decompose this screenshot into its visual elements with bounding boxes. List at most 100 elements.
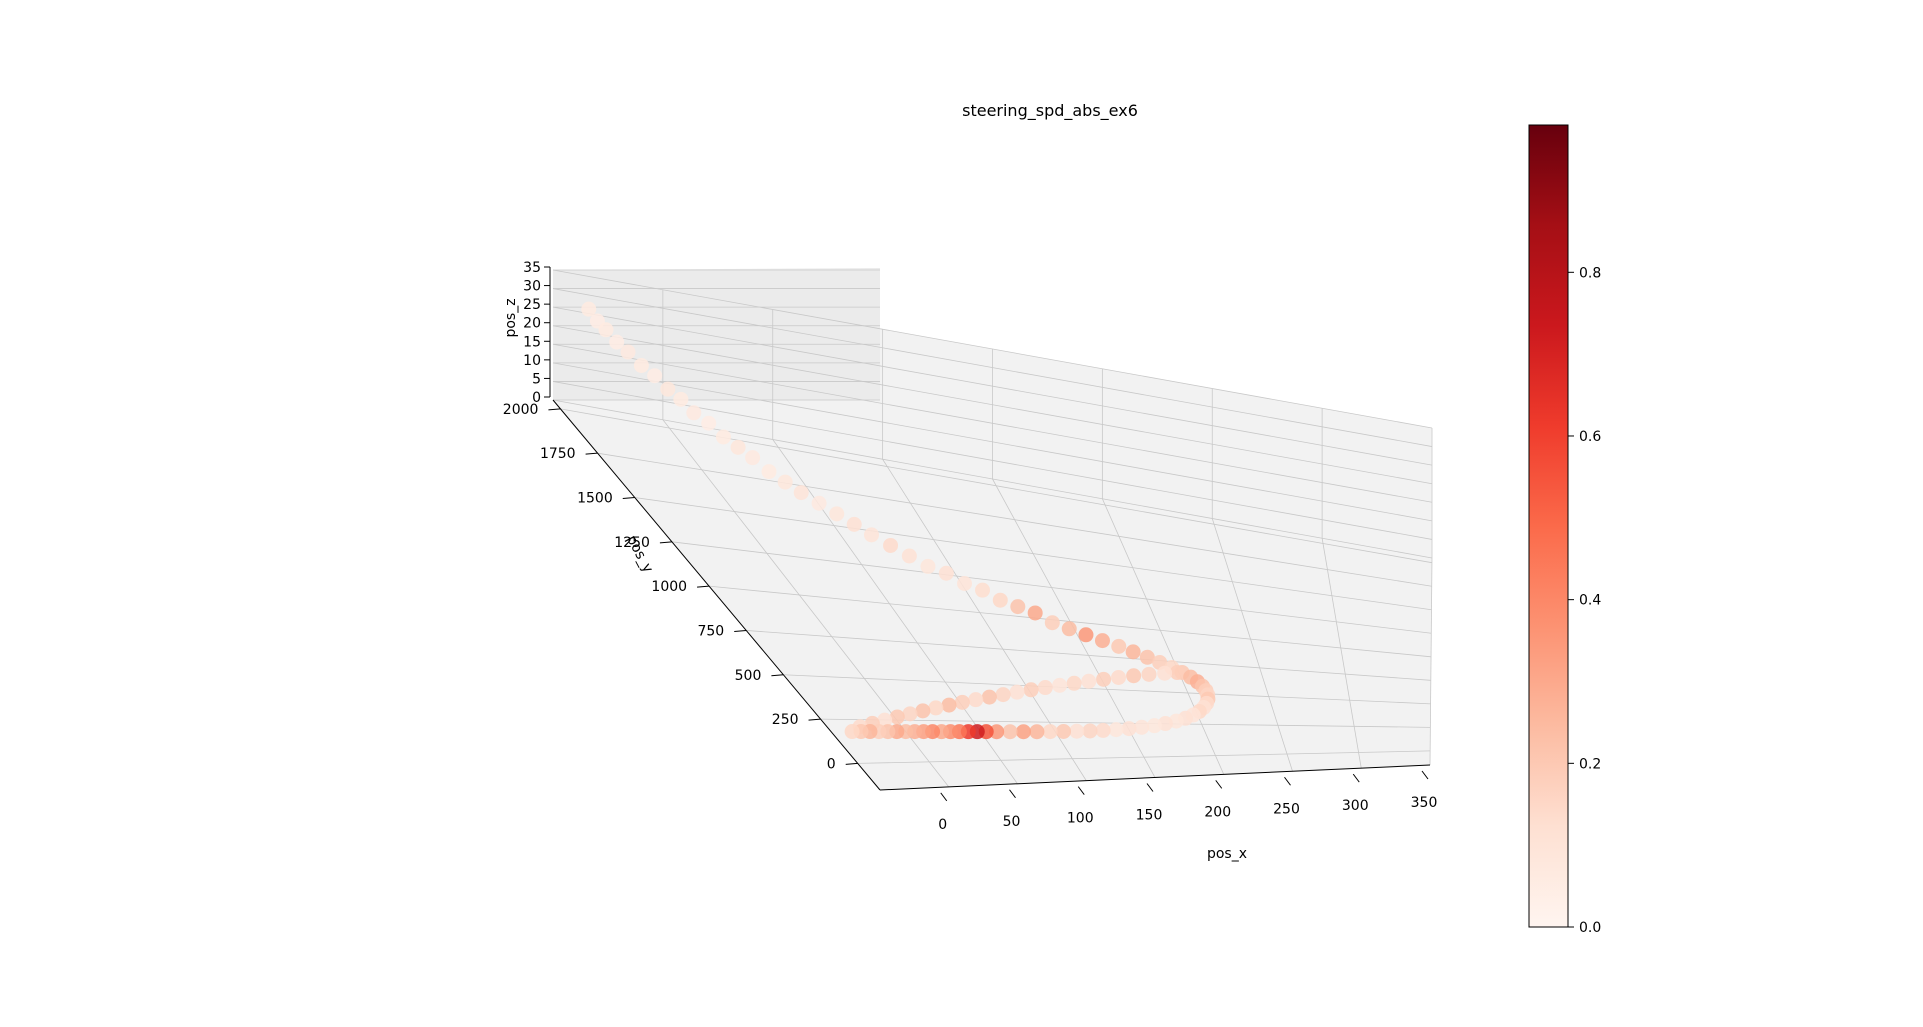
grid-line-z xyxy=(552,269,1433,429)
scatter-point xyxy=(1029,724,1045,740)
scatter-point xyxy=(793,485,809,501)
grid-line-x xyxy=(1321,538,1362,769)
y-axis-line xyxy=(552,399,881,791)
scatter-point xyxy=(1044,615,1060,631)
y-tick-label: 0 xyxy=(827,756,836,772)
scatter-point xyxy=(1082,723,1098,739)
x-tick-label: 0 xyxy=(938,817,947,833)
y-tick-mark xyxy=(845,762,858,765)
scatter-point xyxy=(1056,723,1072,739)
y-tick-mark xyxy=(697,585,710,588)
z-tick-label: 15 xyxy=(523,334,541,350)
scatter-point xyxy=(883,537,899,553)
x-tick-label: 50 xyxy=(1003,814,1021,830)
scatter-point xyxy=(581,301,597,317)
scatter-point xyxy=(715,429,731,445)
scatter-points xyxy=(581,301,1216,740)
colorbar: 0.0 0.2 0.4 0.6 0.8 xyxy=(1528,124,1601,936)
x-tick-label: 100 xyxy=(1067,811,1094,827)
z-tick-label: 20 xyxy=(523,316,541,332)
scatter-point xyxy=(1081,673,1097,689)
scatter-point xyxy=(1009,684,1025,700)
scatter-point xyxy=(1027,605,1043,621)
x-tick-mark xyxy=(1421,770,1429,780)
x-tick-mark xyxy=(1352,773,1360,783)
scatter-point xyxy=(877,712,893,728)
y-tick-mark xyxy=(622,497,635,499)
scatter-point xyxy=(981,689,997,705)
z-tick-label: 5 xyxy=(532,371,541,387)
scatter-point xyxy=(992,592,1008,608)
scatter-point xyxy=(846,516,862,532)
scatter-point xyxy=(1069,723,1085,739)
grid-line-z xyxy=(552,325,1433,485)
scatter-point xyxy=(1002,724,1018,740)
scatter-point xyxy=(1146,718,1162,734)
z-axis-title: pos_z xyxy=(503,298,519,337)
scatter-point xyxy=(1111,638,1127,654)
x-tick-mark xyxy=(940,792,948,802)
scatter-point xyxy=(1078,627,1094,643)
scatter-point xyxy=(920,558,936,574)
z-tick-label: 30 xyxy=(523,279,541,295)
scatter-point xyxy=(1126,668,1142,684)
grid-line-x xyxy=(1102,498,1225,775)
x-axis-line xyxy=(879,764,1431,791)
scatter-point xyxy=(902,706,918,722)
scatter-point xyxy=(844,724,860,740)
colorbar-tick-label: 0.4 xyxy=(1579,593,1601,609)
scatter-point xyxy=(1042,724,1058,740)
scatter-point xyxy=(660,381,676,397)
axes-panes xyxy=(553,268,1432,790)
grid-line-z xyxy=(552,362,1433,522)
grid-line-z xyxy=(552,288,1433,447)
colorbar-tick-label: 0.2 xyxy=(1579,756,1601,772)
y-tick-mark xyxy=(734,629,747,632)
grid-line-z xyxy=(552,306,1433,466)
x-axis-ticks: 0 50 100 150 200 250 300 350 xyxy=(938,770,1437,833)
scatter-point xyxy=(1095,722,1111,738)
y-tick-label: 1750 xyxy=(540,446,576,462)
scatter-point xyxy=(1023,682,1039,698)
scatter-point xyxy=(1094,633,1110,649)
grid-line-y xyxy=(560,408,1433,564)
y-axis-title: pos_y xyxy=(623,533,656,576)
scatter-point xyxy=(1096,671,1112,687)
x-axis-title: pos_x xyxy=(1207,846,1247,862)
scatter-point xyxy=(989,724,1005,740)
scatter-point xyxy=(811,495,827,511)
y-tick-label: 1250 xyxy=(614,535,650,551)
x-tick-mark xyxy=(1284,776,1291,786)
scatter-point xyxy=(1141,666,1157,682)
scatter-point xyxy=(1157,665,1173,681)
scatter-point xyxy=(777,474,793,490)
scatter-point xyxy=(995,687,1011,703)
grid-line-y xyxy=(746,630,1431,681)
grid-line-y xyxy=(671,541,1432,634)
scatter-point xyxy=(941,697,957,713)
grid-line-y xyxy=(634,497,1432,611)
scatter-point xyxy=(745,450,761,466)
axis-lines xyxy=(549,267,1431,791)
y-tick-label: 2000 xyxy=(503,402,539,418)
scatter-point xyxy=(915,703,931,719)
y-axis-ticks: 0 250 500 750 1000 1250 1500 1750 2000 xyxy=(503,402,858,772)
grid-line-z xyxy=(552,343,1433,503)
scatter-point xyxy=(1010,599,1026,615)
scatter-point xyxy=(901,548,917,564)
scatter-point xyxy=(938,565,954,581)
x-tick-label: 200 xyxy=(1204,804,1231,820)
grid-line-x xyxy=(1429,557,1433,766)
scatter-point xyxy=(1121,721,1137,737)
scatter-point xyxy=(1037,680,1053,696)
y-tick-mark xyxy=(771,674,784,677)
scatter-point xyxy=(1066,675,1082,691)
z-tick-label: 25 xyxy=(523,297,541,313)
colorbar-ticks: 0.0 0.2 0.4 0.6 0.8 xyxy=(1568,265,1601,936)
x-tick-mark xyxy=(1077,786,1085,795)
scatter-point xyxy=(598,322,614,338)
scatter-point xyxy=(673,391,689,407)
scatter-point xyxy=(620,344,636,360)
scatter-point xyxy=(1134,719,1150,735)
y-tick-mark xyxy=(808,718,821,721)
